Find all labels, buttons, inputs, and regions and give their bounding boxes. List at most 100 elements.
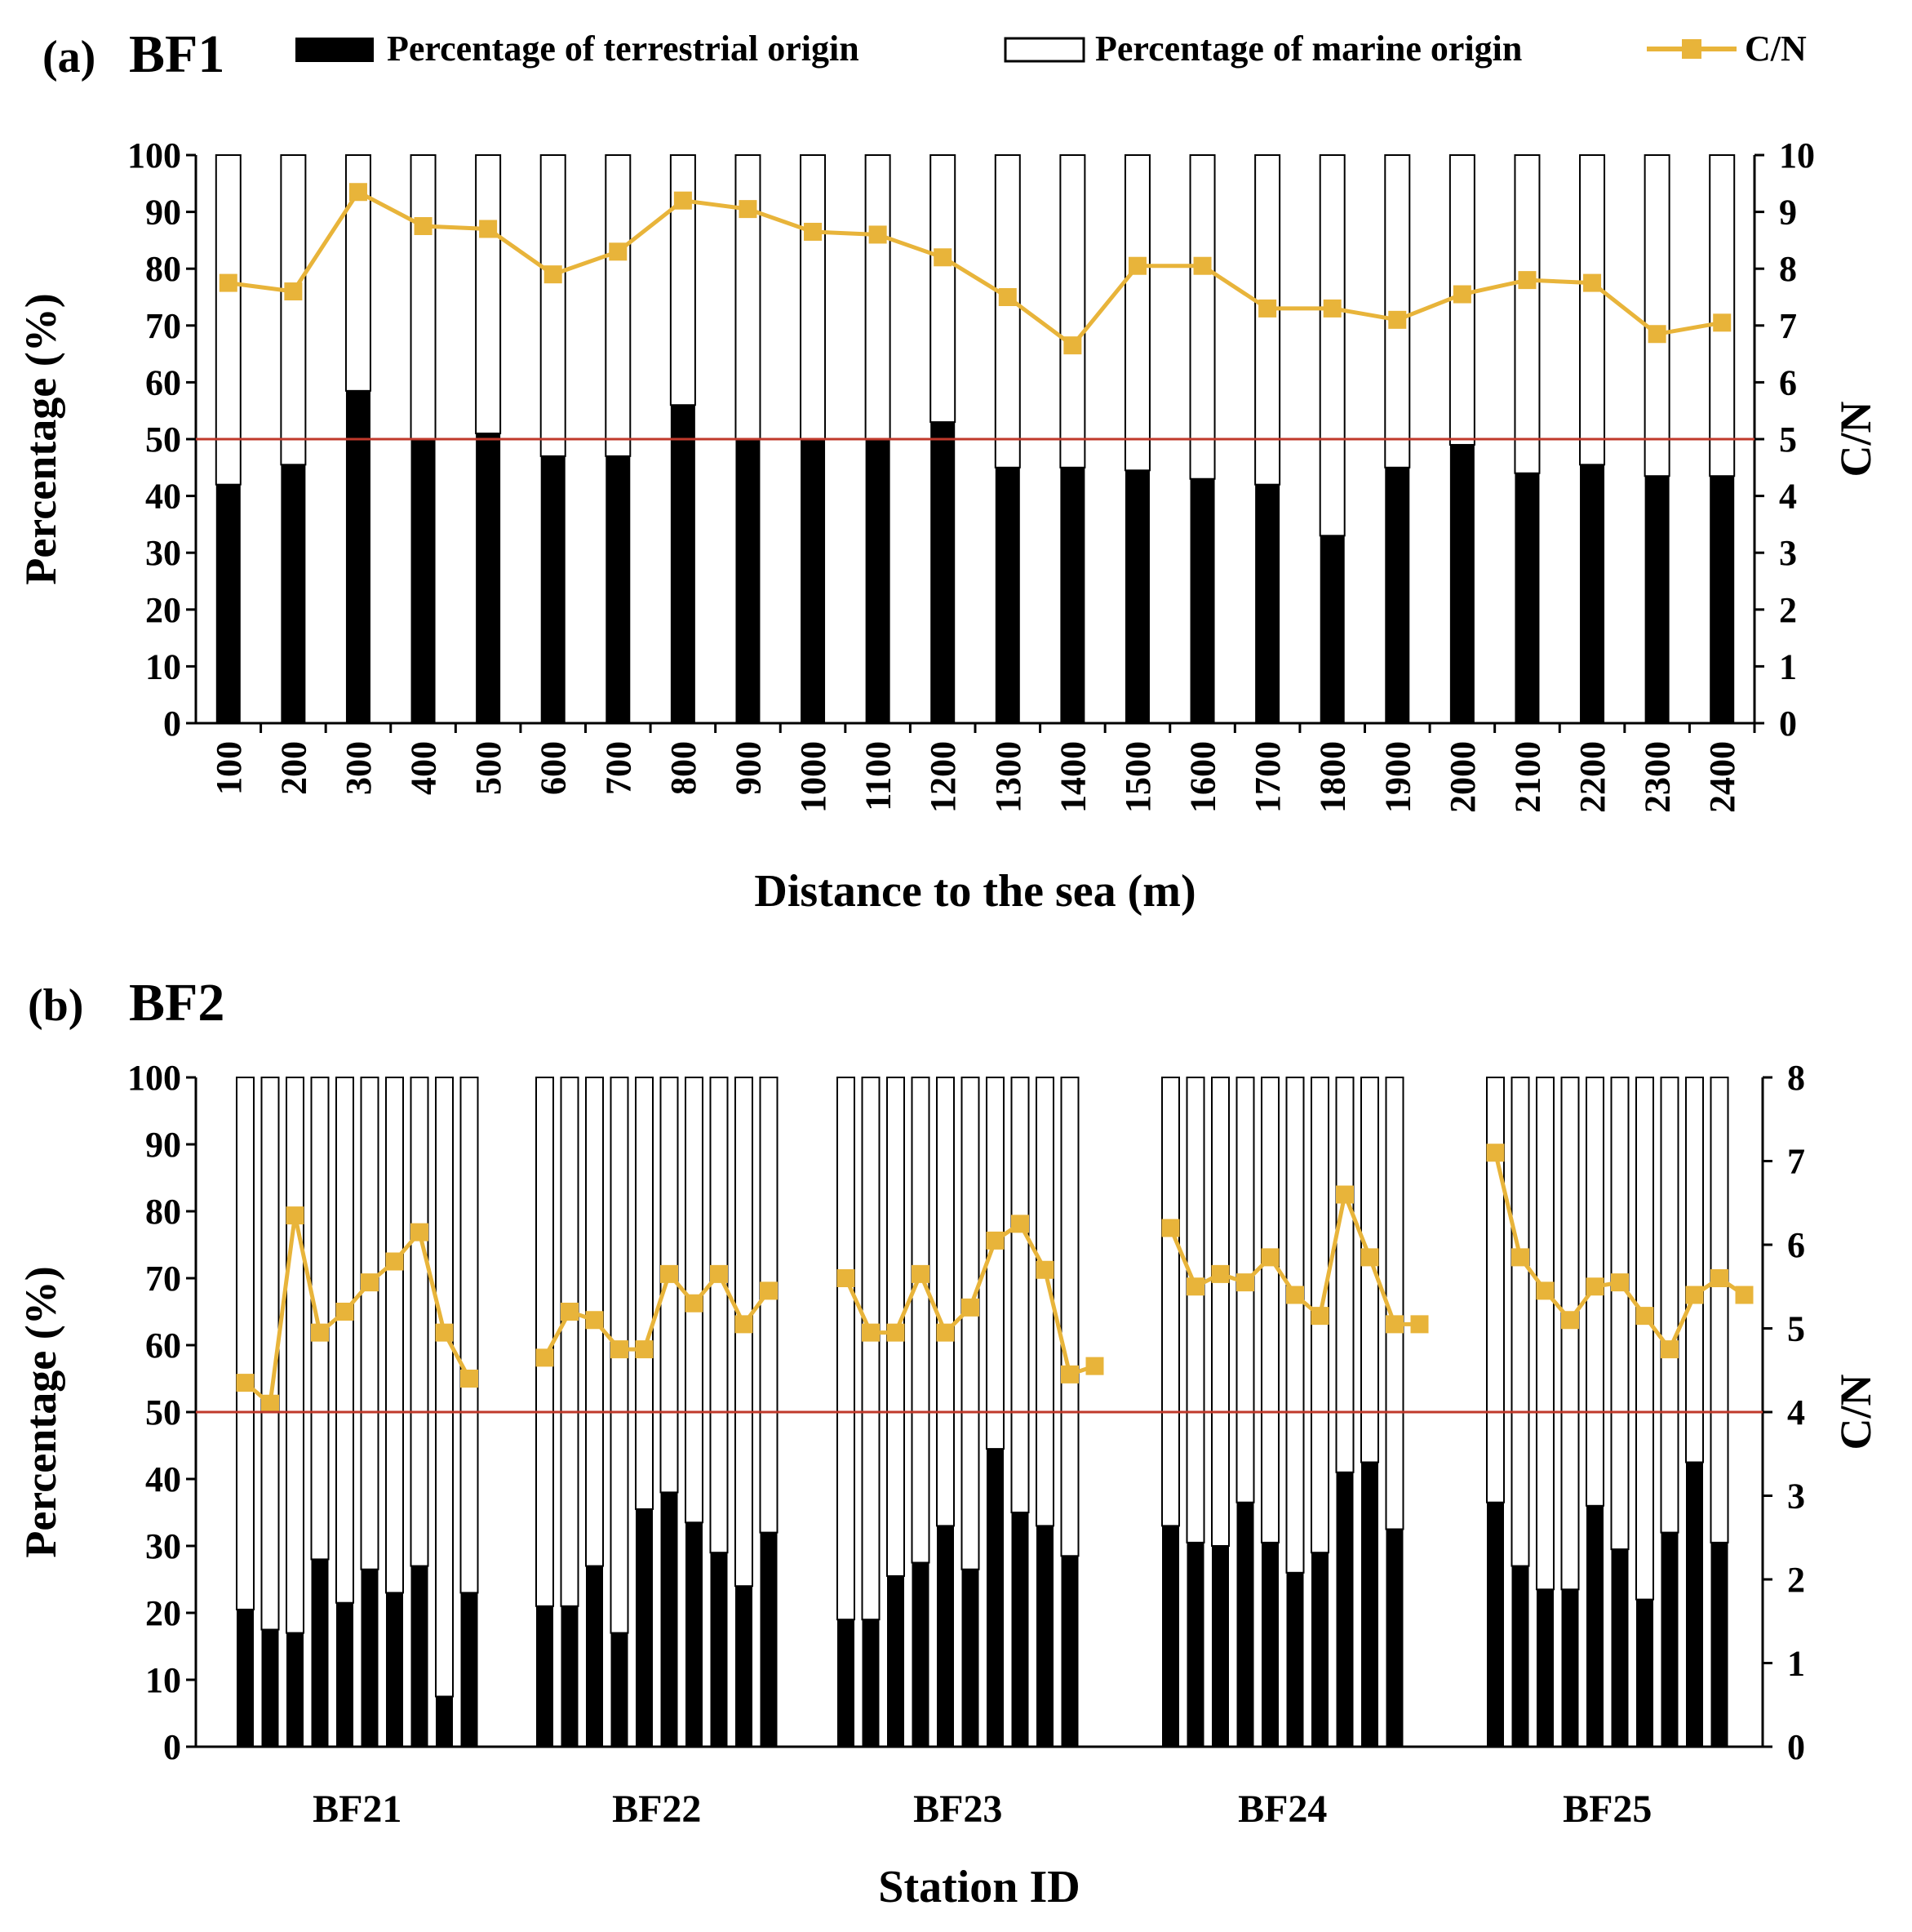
- b-terrestrial-bar: [1661, 1532, 1679, 1747]
- b-cn-point: [912, 1264, 929, 1283]
- b-terrestrial-bar: [1636, 1599, 1653, 1747]
- a-marine-bar: [539, 154, 566, 457]
- b-cn-line: [543, 1269, 771, 1359]
- b-terrestrial-bar: [1511, 1566, 1529, 1747]
- b-marine-bar: [459, 1077, 479, 1594]
- b-cn-point: [1511, 1248, 1529, 1267]
- b-terrestrial-bar: [311, 1559, 329, 1747]
- b-marine-bar: [236, 1077, 255, 1610]
- a-marine-bar: [864, 154, 891, 440]
- b-marine-bar: [1635, 1077, 1654, 1601]
- b-marine-bar: [1486, 1077, 1505, 1503]
- b-group-label: BF21: [313, 1788, 401, 1831]
- b-terrestrial-bar: [660, 1492, 678, 1747]
- a-left-tick-label: 60: [145, 362, 181, 402]
- a-right-tick-label: 10: [1779, 135, 1815, 175]
- b-right-tick-label: 7: [1787, 1142, 1805, 1182]
- a-cn-point: [1193, 256, 1212, 275]
- a-right-tick-label: 6: [1779, 362, 1797, 402]
- a-cn-point: [1258, 299, 1277, 318]
- a-cn-point: [934, 248, 952, 267]
- b-marine-bar: [936, 1077, 955, 1527]
- a-cn-point: [1453, 285, 1471, 304]
- b-cn-point: [710, 1264, 728, 1283]
- b-left-tick-label: 0: [163, 1727, 181, 1767]
- b-cn-point: [1286, 1286, 1304, 1304]
- b-left-tick-label: 40: [145, 1459, 181, 1499]
- b-marine-bar: [1261, 1077, 1280, 1543]
- a-left-tick-label: 70: [145, 306, 181, 346]
- b-marine-bar: [1685, 1077, 1704, 1463]
- b-terrestrial-bar: [710, 1552, 728, 1747]
- b-cn-point: [936, 1323, 955, 1342]
- b-marine-bar: [709, 1077, 729, 1554]
- a-x-tick-label: 300: [339, 741, 379, 795]
- b-marine-bar: [535, 1077, 554, 1607]
- b-marine-bar: [1511, 1077, 1530, 1567]
- a-terrestrial-bar: [345, 390, 370, 723]
- a-cn-point: [284, 282, 303, 301]
- b-terrestrial-bar: [987, 1449, 1004, 1747]
- panel-a-letter: (a): [42, 32, 95, 82]
- a-marine-bar: [475, 154, 502, 435]
- a-marine-bar: [1319, 154, 1346, 537]
- b-cn-point: [760, 1281, 778, 1300]
- a-terrestrial-bar: [1320, 535, 1345, 723]
- b-cn-point: [1061, 1365, 1079, 1383]
- a-cn-point: [609, 242, 628, 261]
- a-marine-bar: [734, 154, 761, 440]
- b-terrestrial-bar: [1236, 1502, 1254, 1747]
- a-x-tick-label: 2400: [1702, 741, 1742, 813]
- b-cn-point: [1611, 1273, 1629, 1292]
- a-x-tick-label: 1500: [1118, 741, 1158, 813]
- b-marine-bar: [911, 1077, 930, 1564]
- b-group-label: BF24: [1238, 1788, 1327, 1831]
- a-cn-point: [739, 200, 757, 219]
- a-cn-point: [1128, 256, 1147, 275]
- a-right-tick-label: 5: [1779, 420, 1797, 460]
- a-right-tick-label: 3: [1779, 533, 1797, 573]
- b-terrestrial-bar: [862, 1619, 880, 1747]
- b-terrestrial-bar: [1262, 1542, 1279, 1747]
- b-terrestrial-bar: [937, 1526, 954, 1747]
- a-x-tick-label: 1100: [858, 741, 898, 811]
- b-cn-point: [1336, 1185, 1354, 1204]
- b-left-tick-label: 10: [145, 1660, 181, 1700]
- b-terrestrial-bar: [760, 1532, 778, 1747]
- a-marine-bar: [605, 154, 632, 457]
- a-marine-bar: [280, 154, 307, 466]
- b-terrestrial-bar: [1162, 1526, 1179, 1747]
- b-marine-bar: [335, 1077, 354, 1604]
- b-right-tick-label: 3: [1787, 1477, 1805, 1517]
- b-terrestrial-bar: [536, 1606, 553, 1747]
- legend-terrestrial-swatch: [295, 38, 374, 62]
- b-cn-point: [311, 1323, 329, 1342]
- b-left-tick-label: 30: [145, 1526, 181, 1566]
- a-marine-bar: [1254, 154, 1281, 486]
- b-marine-bar: [1536, 1077, 1555, 1591]
- a-x-tick-label: 2100: [1507, 741, 1547, 813]
- b-terrestrial-bar: [1212, 1546, 1229, 1747]
- a-cn-point: [1648, 325, 1666, 344]
- b-cn-point: [1236, 1273, 1254, 1292]
- b-cn-point: [261, 1394, 279, 1413]
- b-terrestrial-bar: [410, 1566, 428, 1747]
- legend-marine-label: Percentage of marine origin: [1095, 29, 1522, 69]
- b-marine-bar: [1060, 1077, 1080, 1557]
- b-marine-bar: [1186, 1077, 1205, 1543]
- a-x-tick-label: 600: [534, 741, 574, 795]
- a-x-tick-label: 1700: [1248, 741, 1288, 813]
- b-cn-point: [1386, 1315, 1404, 1334]
- b-terrestrial-bar: [1286, 1572, 1304, 1747]
- a-terrestrial-bar: [215, 484, 241, 723]
- b-terrestrial-bar: [361, 1569, 379, 1747]
- b-terrestrial-bar: [1561, 1589, 1579, 1747]
- b-left-tick-label: 90: [145, 1125, 181, 1165]
- b-right-tick-label: 8: [1787, 1058, 1805, 1098]
- a-cn-point: [1063, 336, 1082, 355]
- b-marine-bar: [960, 1077, 980, 1570]
- b-right-tick-label: 6: [1787, 1225, 1805, 1265]
- legend-cn-label: C/N: [1745, 29, 1807, 69]
- b-terrestrial-bar: [837, 1619, 854, 1747]
